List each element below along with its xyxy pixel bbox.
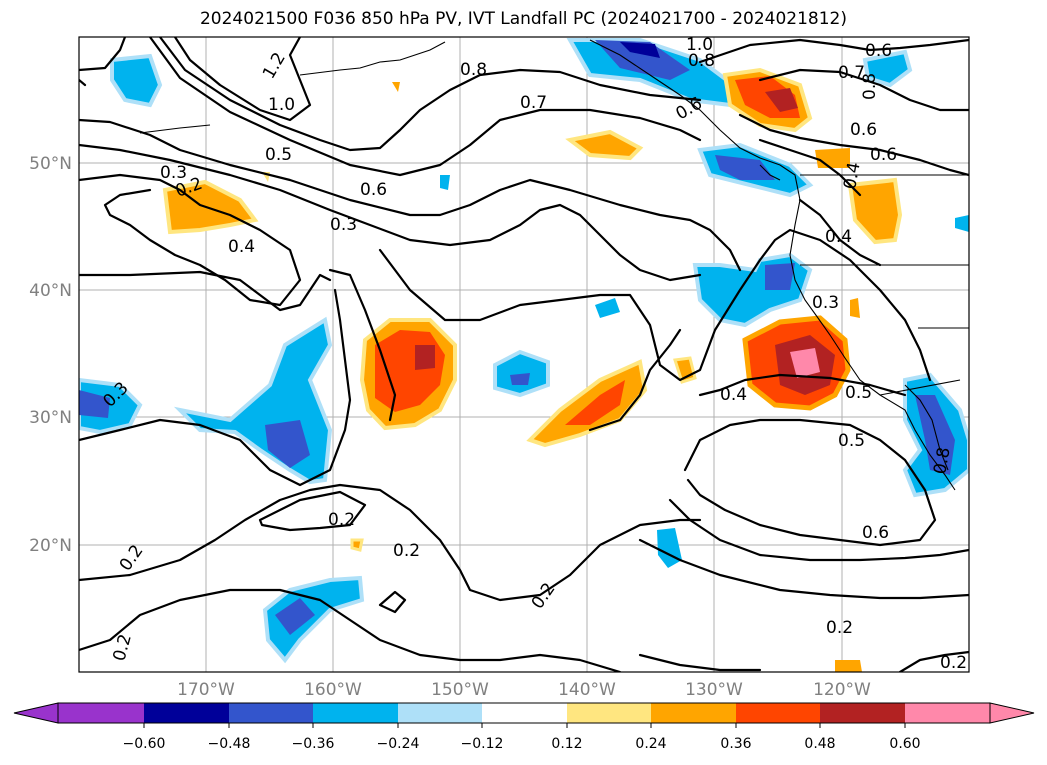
contour-label: 1.2 bbox=[259, 49, 290, 82]
colorbar-segment bbox=[905, 703, 990, 723]
contour-label: 0.2 bbox=[393, 541, 420, 561]
lat-label: 20°N bbox=[29, 536, 72, 556]
longitude-labels: 170°W 160°W 150°W 140°W 130°W 120°W bbox=[177, 680, 871, 700]
contour-label: 1.0 bbox=[686, 35, 713, 55]
contour-label: 0.5 bbox=[845, 383, 872, 403]
contour-label: 0.7 bbox=[838, 63, 865, 83]
colorbar-segment bbox=[398, 703, 482, 723]
lon-label: 130°W bbox=[685, 680, 743, 700]
contour-label: 0.6 bbox=[865, 41, 892, 61]
contour-label: 0.8 bbox=[688, 51, 715, 71]
colorbar-tick-label: 0.12 bbox=[551, 736, 582, 752]
colorbar-tick-label: 0.24 bbox=[635, 736, 666, 752]
contour-label: 0.2 bbox=[940, 653, 967, 673]
lat-label: 50°N bbox=[29, 154, 72, 174]
map-title: 2024021500 F036 850 hPa PV, IVT Landfall… bbox=[199, 9, 847, 29]
contour-label: 0.2 bbox=[116, 541, 148, 575]
contour-label: 0.7 bbox=[520, 93, 547, 113]
negative-anomaly-fills bbox=[79, 38, 969, 664]
lat-label: 30°N bbox=[29, 408, 72, 428]
colorbar-segment bbox=[567, 703, 651, 723]
colorbar-tick-label: −0.48 bbox=[208, 736, 251, 752]
contour-label: 0.3 bbox=[812, 293, 839, 313]
colorbar-tick-label: 0.60 bbox=[889, 736, 920, 752]
colorbar-segment bbox=[229, 703, 313, 723]
pv-contours bbox=[79, 37, 969, 672]
contour-label: 1.0 bbox=[268, 95, 295, 115]
colorbar-segment bbox=[820, 703, 905, 723]
contour-label: 0.3 bbox=[160, 163, 187, 183]
contour-label: 0.8 bbox=[860, 73, 880, 100]
contour-label: 0.2 bbox=[826, 618, 853, 638]
contour-label: 0.3 bbox=[330, 215, 357, 235]
colorbar-tick-label: −0.60 bbox=[123, 736, 166, 752]
contour-label: 0.8 bbox=[460, 60, 487, 80]
contour-label: 0.4 bbox=[840, 161, 864, 191]
contour-label: 0.5 bbox=[265, 145, 292, 165]
contour-label: 0.5 bbox=[838, 431, 865, 451]
colorbar-segment bbox=[144, 703, 229, 723]
positive-anomaly-fills bbox=[162, 67, 903, 672]
contour-label: 0.6 bbox=[862, 523, 889, 543]
lat-label: 40°N bbox=[29, 281, 72, 301]
contour-label: 0.6 bbox=[360, 180, 387, 200]
colorbar-extend-low bbox=[13, 702, 59, 724]
coastlines bbox=[139, 39, 969, 491]
colorbar-segment bbox=[58, 703, 144, 723]
contour-label: 0.4 bbox=[228, 237, 255, 257]
colorbar-segment bbox=[651, 703, 736, 723]
colorbar-tick-label: −0.24 bbox=[377, 736, 420, 752]
contour-label: 0.6 bbox=[870, 145, 897, 165]
lon-label: 120°W bbox=[813, 680, 871, 700]
colorbar-tick-label: −0.36 bbox=[292, 736, 335, 752]
contour-label: 0.4 bbox=[825, 227, 852, 247]
colorbar: −0.60 −0.48 −0.36 −0.24 −0.12 0.12 0.24 … bbox=[13, 702, 1035, 752]
colorbar-tick-label: 0.36 bbox=[720, 736, 751, 752]
contour-label: 0.4 bbox=[720, 385, 747, 405]
lon-label: 170°W bbox=[177, 680, 235, 700]
map-frame bbox=[78, 36, 970, 673]
lon-label: 140°W bbox=[558, 680, 616, 700]
contour-labels: 1.2 1.0 1.0 0.8 0.8 0.6 0.7 0.7 0.5 0.6 … bbox=[99, 35, 967, 673]
colorbar-segment bbox=[736, 703, 820, 723]
colorbar-segment bbox=[313, 703, 398, 723]
lon-label: 160°W bbox=[304, 680, 362, 700]
colorbar-tick-label: 0.48 bbox=[804, 736, 835, 752]
colorbar-frame bbox=[57, 702, 991, 724]
contour-label: 0.2 bbox=[328, 510, 355, 530]
contour-label: 0.6 bbox=[850, 120, 877, 140]
colorbar-tick-label: −0.12 bbox=[461, 736, 504, 752]
colorbar-extend-high bbox=[989, 702, 1035, 724]
latitude-labels: 50°N 40°N 30°N 20°N bbox=[29, 154, 72, 556]
lon-label: 150°W bbox=[431, 680, 489, 700]
colorbar-segment bbox=[482, 703, 567, 723]
contour-label: 0.8 bbox=[930, 446, 954, 476]
